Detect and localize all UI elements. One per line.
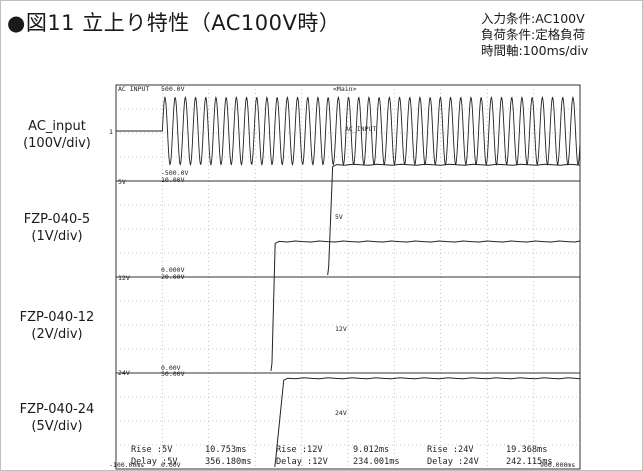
rise-value-12v: 9.012ms (353, 445, 389, 455)
delay-label-12v: Delay :12V (276, 457, 328, 467)
ground-marker-ac: 1 (109, 128, 113, 136)
header-scale: 500.0V (161, 85, 185, 93)
readout-5v-top: 10.00V (161, 176, 185, 184)
figure-title: ●図11 立上り特性（AC100V時） (7, 11, 341, 35)
channel-scale: (2V/div) (31, 327, 83, 342)
trace-fzp-040-12 (270, 240, 581, 372)
delay-value-5v: 356.180ms (205, 457, 252, 467)
footer-right-time: 900.000ms (540, 461, 575, 469)
channel-label-fzp-040-5: FZP-040-5 (1V/div) (7, 211, 107, 245)
trace-tag-12v: 12V (335, 325, 347, 333)
condition-timebase: 時間軸:100ms/div (481, 43, 589, 58)
condition-load: 負荷条件:定格負荷 (481, 27, 586, 42)
readout-24v-bottom: 0.00V (161, 461, 181, 469)
trace-tag-24v: 24V (335, 409, 347, 417)
marker-5v: 5V (118, 178, 126, 186)
channel-label-ac-input: AC_input (100V/div) (7, 118, 107, 152)
condition-input: 入力条件:AC100V (481, 11, 585, 26)
channel-scale: (100V/div) (23, 136, 91, 151)
readout-24v-top: 50.00V (161, 370, 185, 378)
footer-left-time: -100.00ms (109, 461, 144, 469)
readout-ac-bottom: -500.0V (161, 169, 188, 177)
channel-name: FZP-040-24 (19, 402, 95, 417)
delay-value-24v: 242.115ms (506, 457, 553, 467)
trace-fzp-040-5 (327, 163, 581, 276)
trace-tag-ac-input: AC_INPUT (345, 125, 376, 133)
marker-12v: 12V (118, 274, 130, 282)
delay-label-5v: Delay :5V (131, 457, 178, 467)
channel-name: AC_input (28, 119, 86, 134)
channel-scale: (1V/div) (31, 229, 83, 244)
rise-label-24v: Rise :24V (427, 445, 474, 455)
conditions-block: 入力条件:AC100V 負荷条件:定格負荷 時間軸:100ms/div (481, 11, 588, 59)
trace-fzp-040-24 (274, 377, 581, 468)
panel-separators (116, 180, 580, 374)
rise-value-5v: 10.753ms (205, 445, 246, 455)
trace-tag-5v: 5V (335, 213, 343, 221)
delay-value-12v: 234.001ms (353, 457, 400, 467)
rise-value-24v: 19.368ms (506, 445, 547, 455)
trace-ac-input (116, 95, 581, 167)
channel-name: FZP-040-12 (19, 310, 95, 325)
marker-24v: 24V (118, 369, 130, 377)
measurement-table: Rise :5V 10.753ms Delay :5V 356.180ms Ri… (131, 445, 553, 467)
readout-5v-bottom: 0.000V (161, 266, 185, 274)
channel-scale: (5V/div) (31, 419, 83, 434)
channel-name: FZP-040-5 (23, 212, 91, 227)
channel-label-fzp-040-24: FZP-040-24 (5V/div) (7, 401, 107, 435)
rise-label-5v: Rise :5V (131, 445, 172, 455)
channel-label-fzp-040-12: FZP-040-12 (2V/div) (7, 309, 107, 343)
rise-label-12v: Rise :12V (276, 445, 323, 455)
header-channel: AC INPUT (118, 85, 149, 93)
scope-traces: 1 (109, 95, 581, 468)
delay-label-24v: Delay :24V (427, 457, 479, 467)
header-mode: <Main> (333, 85, 357, 93)
readout-12v-top: 20.00V (161, 273, 185, 281)
readout-12v-bottom: 0.00V (161, 364, 181, 372)
